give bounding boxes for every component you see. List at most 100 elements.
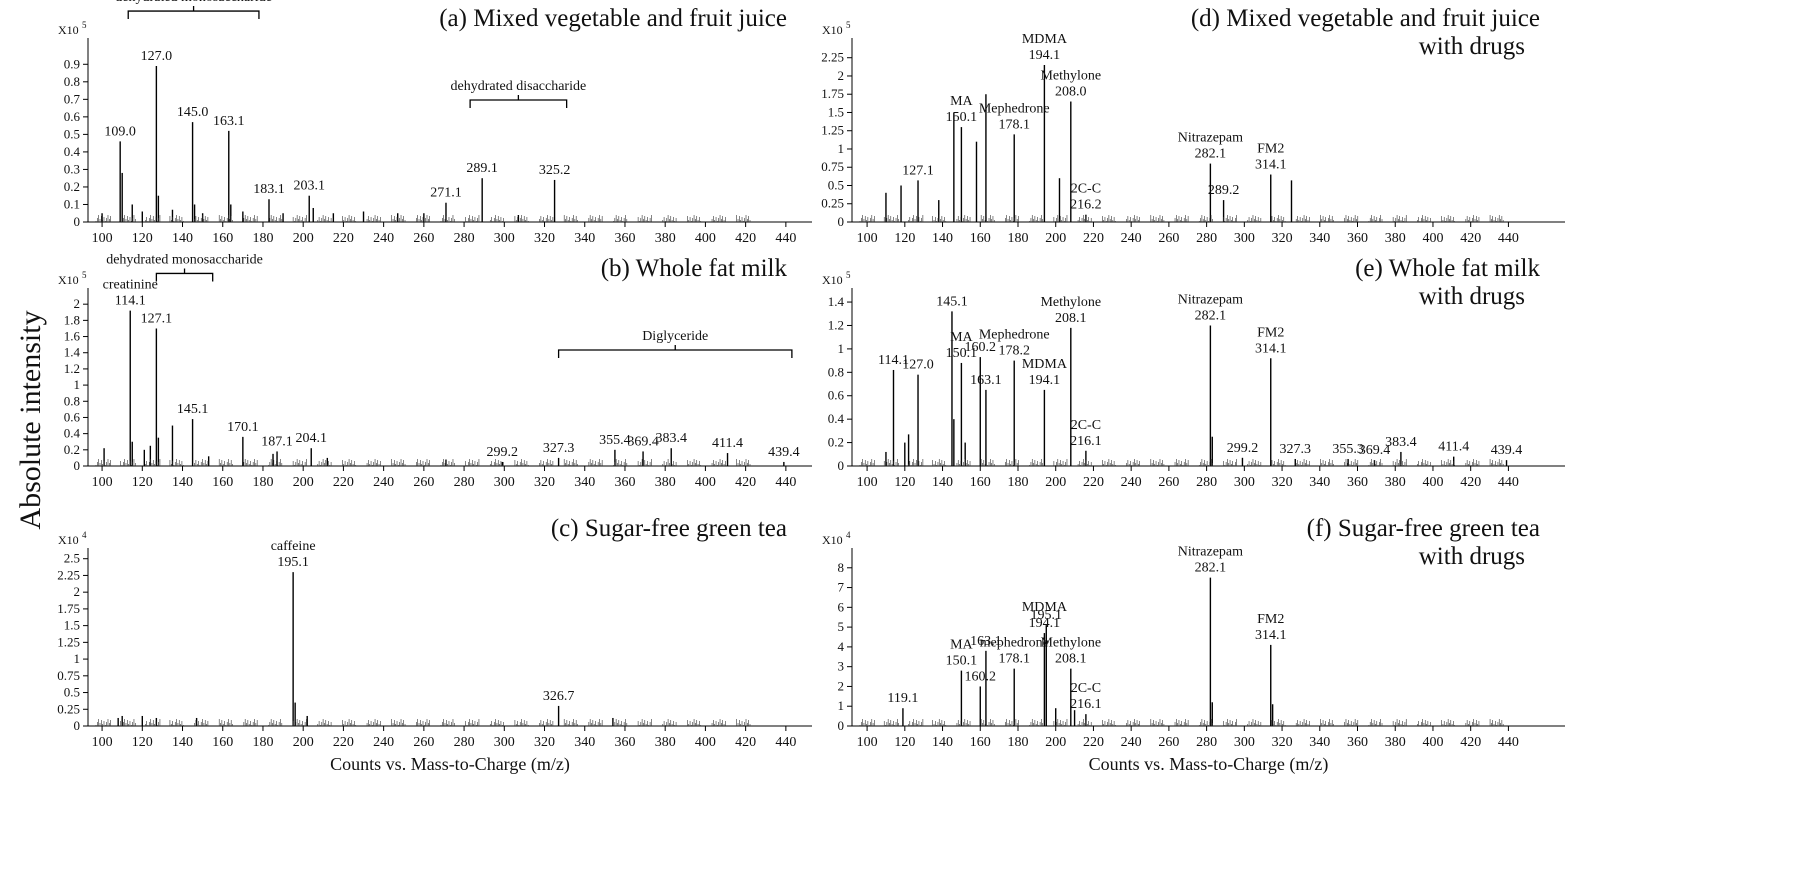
x-tick-label: 400 — [695, 231, 716, 246]
y-tick-label: 3 — [838, 659, 845, 674]
peak-label: 326.7 — [543, 689, 575, 704]
y-scale-exponent: 5 — [82, 270, 87, 280]
peak-label: 208.0 — [1055, 85, 1087, 100]
x-tick-label: 440 — [775, 735, 796, 750]
y-tick-label: 4 — [838, 639, 845, 654]
group-bracket — [155, 268, 214, 282]
y-tick-label: 2 — [74, 584, 81, 599]
compound-label: mephedrone — [980, 636, 1049, 651]
x-tick-label: 160 — [212, 231, 233, 246]
y-tick-label: 5 — [838, 619, 845, 634]
compound-label: FM2 — [1257, 142, 1284, 157]
panel-title: (d) Mixed vegetable and fruit juice — [1191, 5, 1540, 32]
x-tick-label: 240 — [1121, 735, 1142, 750]
peak-label: 187.1 — [261, 434, 293, 449]
compound-label: Methylone — [1040, 69, 1101, 84]
y-tick-label: 0.5 — [64, 685, 80, 700]
y-tick-label: 0.8 — [64, 393, 80, 408]
peak-label: 127.1 — [902, 163, 934, 178]
x-tick-label: 220 — [1083, 475, 1104, 490]
x-tick-label: 140 — [932, 475, 953, 490]
peak-label: 216.2 — [1070, 198, 1102, 213]
peak-label: 383.4 — [1385, 435, 1417, 450]
y-tick-label: 0.8 — [64, 74, 80, 89]
group-bracket — [469, 95, 568, 108]
compound-label: Methylone — [1040, 295, 1101, 310]
x-tick-label: 320 — [1272, 231, 1293, 246]
y-tick-label: 0.8 — [828, 364, 844, 379]
x-tick-label: 160 — [970, 735, 991, 750]
panel-title: (b) Whole fat milk — [601, 255, 788, 282]
x-tick-label: 400 — [1422, 231, 1443, 246]
peak-label: 163.1 — [970, 634, 1002, 649]
x-tick-label: 260 — [413, 231, 434, 246]
x-tick-label: 440 — [1498, 231, 1519, 246]
y-tick-label: 1 — [838, 141, 845, 156]
peak-label: 411.4 — [1438, 440, 1469, 455]
y-scale-base: X10 — [822, 533, 843, 547]
x-tick-label: 280 — [454, 475, 475, 490]
y-tick-label: 0.2 — [64, 179, 80, 194]
x-tick-label: 180 — [1007, 735, 1028, 750]
compound-label: MDMA — [1022, 357, 1068, 372]
group-bracket — [557, 345, 793, 358]
y-tick-label: 1.4 — [64, 345, 81, 360]
x-tick-label: 300 — [1234, 735, 1255, 750]
peak-label: 327.3 — [543, 441, 575, 456]
peak-label: 282.1 — [1195, 561, 1227, 576]
x-tick-label: 420 — [1460, 231, 1481, 246]
x-tick-label: 120 — [894, 735, 915, 750]
x-tick-label: 320 — [1272, 475, 1293, 490]
compound-label: creatinine — [103, 278, 158, 293]
x-axis-label: Counts vs. Mass-to-Charge (m/z) — [330, 754, 570, 775]
x-tick-label: 320 — [534, 735, 555, 750]
x-tick-label: 360 — [1347, 231, 1368, 246]
y-scale-exponent: 4 — [846, 530, 851, 540]
y-scale-base: X10 — [822, 273, 843, 287]
peak-label: 327.3 — [1280, 442, 1312, 457]
x-tick-label: 100 — [857, 735, 878, 750]
peak-label: 314.1 — [1255, 628, 1287, 643]
x-tick-label: 120 — [132, 231, 153, 246]
y-scale-exponent: 5 — [846, 270, 851, 280]
x-tick-label: 280 — [454, 231, 475, 246]
x-tick-label: 100 — [92, 231, 113, 246]
x-tick-label: 380 — [655, 231, 676, 246]
compound-label: FM2 — [1257, 325, 1284, 340]
peak-label: 216.1 — [1070, 697, 1102, 712]
y-tick-label: 1.6 — [64, 329, 81, 344]
y-scale-exponent: 5 — [82, 20, 87, 30]
compound-label: Mephedrone — [979, 101, 1050, 116]
peak-label: 208.1 — [1055, 311, 1087, 326]
peak-label: 114.1 — [115, 294, 146, 309]
x-tick-label: 340 — [1309, 231, 1330, 246]
peak-label: 439.4 — [768, 445, 800, 460]
x-tick-label: 280 — [1196, 475, 1217, 490]
x-tick-label: 200 — [293, 475, 314, 490]
peak-label: 163.1 — [213, 114, 245, 129]
compound-label: MDMA — [1022, 600, 1068, 615]
peak-label: 183.1 — [253, 182, 285, 197]
x-tick-label: 240 — [1121, 475, 1142, 490]
x-tick-label: 320 — [1272, 735, 1293, 750]
peak-label: 299.2 — [487, 445, 519, 460]
y-axis-label: Absolute intensity — [14, 310, 47, 529]
y-tick-label: 0.4 — [64, 426, 81, 441]
y-tick-label: 0 — [838, 718, 845, 733]
peak-label: 178.1 — [998, 117, 1030, 132]
x-tick-label: 320 — [534, 231, 555, 246]
peak-label: 145.1 — [936, 294, 968, 309]
panel-subtitle: with drugs — [1419, 543, 1525, 570]
x-tick-label: 400 — [695, 735, 716, 750]
x-tick-label: 220 — [333, 735, 354, 750]
peak-label: 369.4 — [627, 434, 659, 449]
x-tick-label: 140 — [172, 231, 193, 246]
x-tick-label: 140 — [932, 231, 953, 246]
y-tick-label: 0.4 — [64, 144, 81, 159]
peak-label: 195.1 — [277, 555, 309, 570]
peak-label: 203.1 — [293, 179, 325, 194]
x-tick-label: 360 — [614, 475, 635, 490]
x-tick-label: 360 — [614, 231, 635, 246]
peak-label: 150.1 — [946, 110, 978, 125]
